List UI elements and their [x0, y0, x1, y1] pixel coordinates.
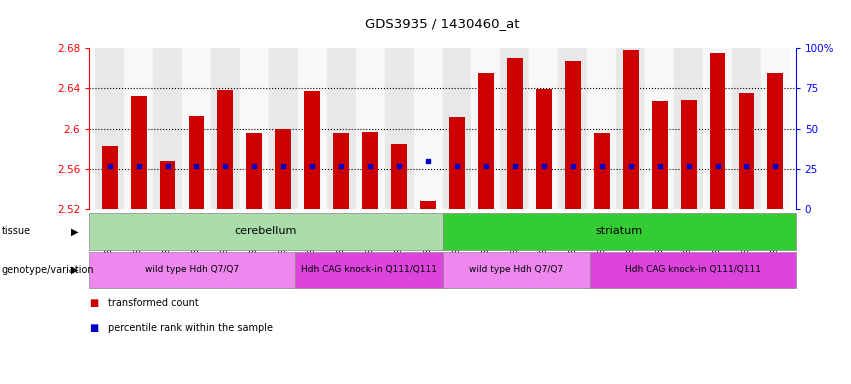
Bar — [391, 144, 407, 209]
Bar — [739, 93, 755, 209]
Bar — [529, 48, 558, 209]
Bar — [385, 48, 414, 209]
Bar — [768, 73, 784, 209]
Bar — [616, 48, 645, 209]
Text: ▶: ▶ — [71, 226, 78, 237]
Bar — [298, 48, 327, 209]
Bar — [363, 132, 378, 209]
Bar — [101, 146, 117, 209]
Text: Hdh CAG knock-in Q111/Q111: Hdh CAG knock-in Q111/Q111 — [301, 265, 437, 274]
Bar — [153, 48, 182, 209]
Bar — [478, 73, 494, 209]
Bar — [334, 133, 349, 209]
Bar — [95, 48, 124, 209]
Bar — [240, 48, 269, 209]
Bar — [182, 48, 211, 209]
Bar — [269, 48, 298, 209]
Bar — [623, 50, 638, 209]
Bar — [218, 90, 233, 209]
Bar — [124, 48, 153, 209]
Bar — [507, 58, 523, 209]
Bar — [558, 48, 587, 209]
Bar — [565, 61, 580, 209]
Bar — [681, 101, 696, 209]
Bar — [645, 48, 674, 209]
Bar — [732, 48, 761, 209]
Bar — [587, 48, 616, 209]
Bar — [159, 161, 175, 209]
Bar — [703, 48, 732, 209]
Bar — [594, 133, 609, 209]
Text: ▶: ▶ — [71, 265, 78, 275]
Bar — [414, 48, 443, 209]
Bar — [674, 48, 703, 209]
Text: ■: ■ — [89, 323, 99, 333]
Bar — [500, 48, 529, 209]
Text: wild type Hdh Q7/Q7: wild type Hdh Q7/Q7 — [146, 265, 239, 274]
Text: transformed count: transformed count — [108, 298, 199, 308]
Bar — [443, 48, 471, 209]
Bar — [276, 129, 291, 209]
Bar — [356, 48, 385, 209]
Text: wild type Hdh Q7/Q7: wild type Hdh Q7/Q7 — [469, 265, 563, 274]
Bar — [305, 91, 320, 209]
Bar — [189, 116, 204, 209]
Bar — [536, 89, 551, 209]
Bar — [247, 133, 262, 209]
Text: Hdh CAG knock-in Q111/Q111: Hdh CAG knock-in Q111/Q111 — [625, 265, 761, 274]
Bar — [211, 48, 240, 209]
Text: GDS3935 / 1430460_at: GDS3935 / 1430460_at — [365, 17, 520, 30]
Bar — [449, 117, 465, 209]
Text: tissue: tissue — [2, 226, 31, 237]
Bar — [420, 201, 436, 209]
Bar — [710, 53, 726, 209]
Text: ■: ■ — [89, 298, 99, 308]
Bar — [130, 96, 146, 209]
Bar — [327, 48, 356, 209]
Text: cerebellum: cerebellum — [235, 226, 297, 237]
Bar — [761, 48, 790, 209]
Text: genotype/variation: genotype/variation — [2, 265, 94, 275]
Text: striatum: striatum — [596, 226, 643, 237]
Text: percentile rank within the sample: percentile rank within the sample — [108, 323, 273, 333]
Bar — [652, 101, 667, 209]
Bar — [471, 48, 500, 209]
